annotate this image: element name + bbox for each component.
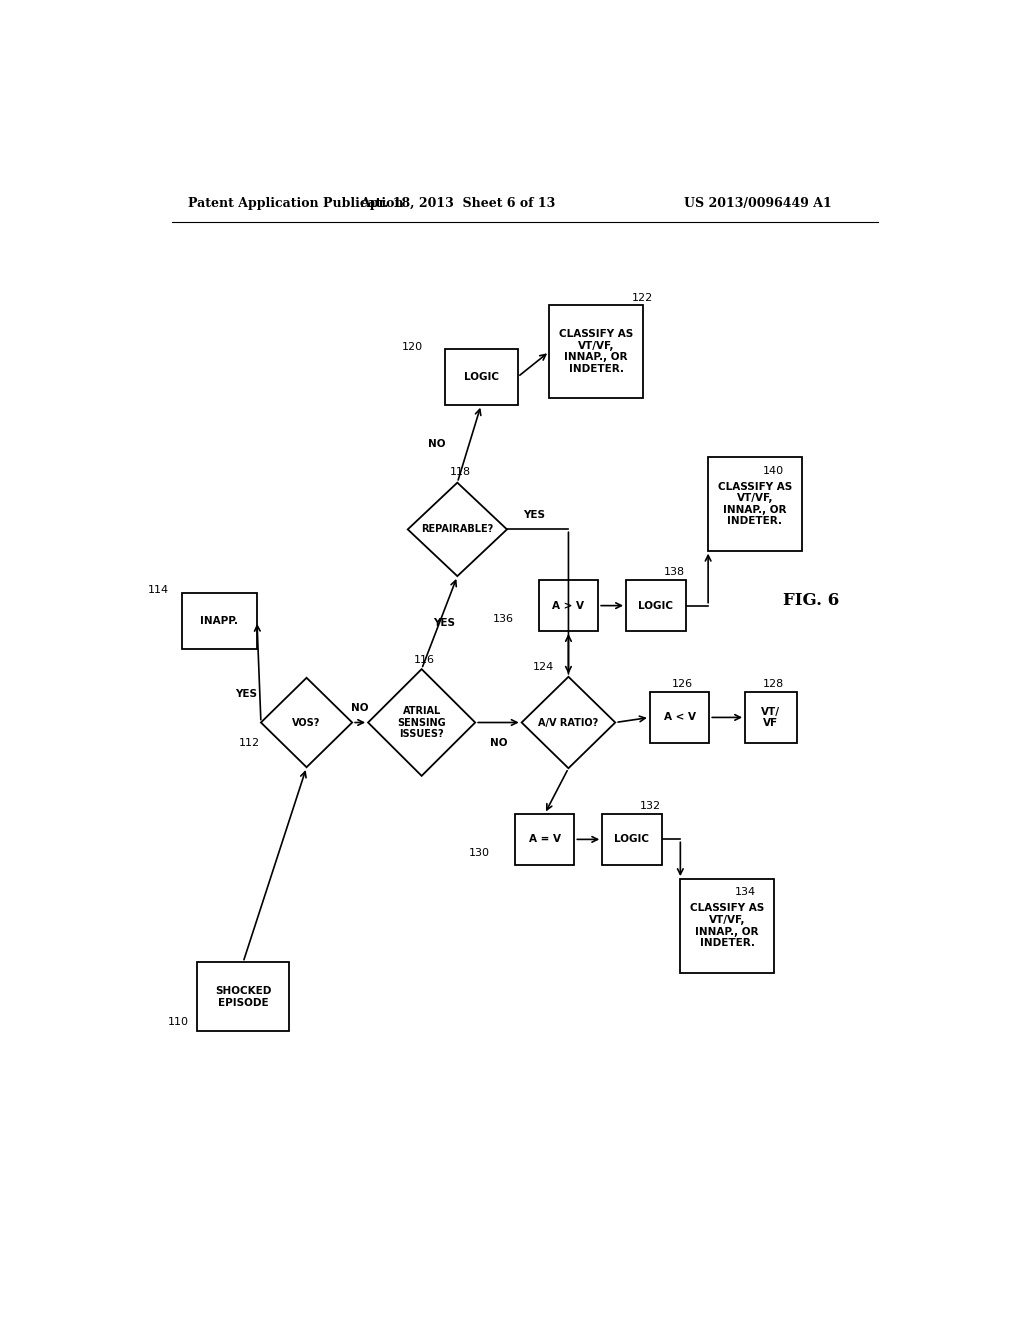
Bar [602,814,662,865]
Text: YES: YES [523,510,545,520]
Text: A = V: A = V [528,834,561,845]
Text: A/V RATIO?: A/V RATIO? [539,718,599,727]
Text: A > V: A > V [553,601,585,611]
Text: NO: NO [351,704,369,713]
Text: Apr. 18, 2013  Sheet 6 of 13: Apr. 18, 2013 Sheet 6 of 13 [359,197,555,210]
Text: NO: NO [489,738,507,748]
Text: LOGIC: LOGIC [614,834,649,845]
Text: 116: 116 [414,655,435,664]
Text: 130: 130 [469,847,490,858]
Text: LOGIC: LOGIC [464,372,499,381]
Text: 120: 120 [401,342,423,351]
Text: ATRIAL
SENSING
ISSUES?: ATRIAL SENSING ISSUES? [397,706,445,739]
Bar [745,692,797,743]
Text: REPAIRABLE?: REPAIRABLE? [421,524,494,535]
Bar [181,593,257,649]
Text: US 2013/0096449 A1: US 2013/0096449 A1 [684,197,831,210]
Text: 136: 136 [494,614,514,624]
Text: 124: 124 [532,661,554,672]
Text: LOGIC: LOGIC [638,601,673,611]
Text: CLASSIFY AS
VT/VF,
INNAP., OR
INDETER.: CLASSIFY AS VT/VF, INNAP., OR INDETER. [718,482,793,527]
Text: VT/
VF: VT/ VF [761,706,780,729]
Bar [650,692,710,743]
Text: VOS?: VOS? [293,718,321,727]
Polygon shape [408,483,507,576]
Polygon shape [368,669,475,776]
Text: NO: NO [428,438,445,449]
Text: A < V: A < V [664,713,695,722]
Bar [709,457,802,550]
Text: SHOCKED
EPISODE: SHOCKED EPISODE [215,986,271,1007]
Bar [198,962,289,1031]
Bar [444,348,518,405]
Bar [626,581,685,631]
Polygon shape [521,677,615,768]
Text: 128: 128 [763,678,784,689]
Text: 114: 114 [147,586,169,595]
Text: 126: 126 [672,678,693,689]
Text: 138: 138 [664,568,685,577]
Text: 140: 140 [763,466,784,475]
Text: 134: 134 [735,887,757,898]
Bar [550,305,643,399]
Text: YES: YES [234,689,257,700]
Text: 112: 112 [240,738,260,748]
Text: FIG. 6: FIG. 6 [782,593,839,609]
Text: 132: 132 [640,801,662,810]
Text: Patent Application Publication: Patent Application Publication [187,197,403,210]
Text: INAPP.: INAPP. [201,616,239,626]
Text: CLASSIFY AS
VT/VF,
INNAP., OR
INDETER.: CLASSIFY AS VT/VF, INNAP., OR INDETER. [690,903,764,948]
Text: CLASSIFY AS
VT/VF,
INNAP., OR
INDETER.: CLASSIFY AS VT/VF, INNAP., OR INDETER. [559,329,634,374]
Text: 122: 122 [632,293,653,302]
Text: YES: YES [433,618,456,627]
Text: 110: 110 [168,1018,188,1027]
Text: 118: 118 [450,466,471,477]
Bar [680,879,774,973]
Bar [539,581,598,631]
Polygon shape [261,677,352,767]
Bar [515,814,574,865]
